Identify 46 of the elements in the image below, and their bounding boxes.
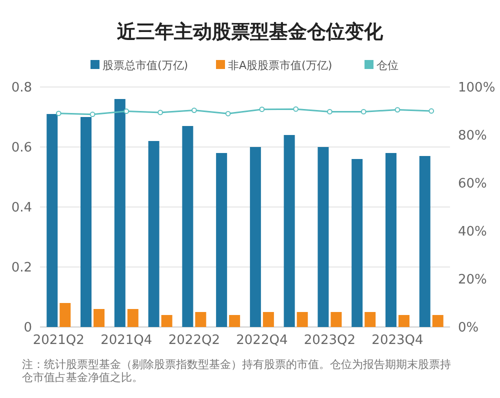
- bar: [284, 135, 295, 327]
- y2-tick-label: 100%: [458, 80, 496, 96]
- bar: [364, 312, 376, 327]
- bar: [60, 303, 71, 327]
- chart-title: 近三年主动股票型基金仓位变化: [116, 21, 384, 43]
- bar: [318, 147, 329, 327]
- bar: [80, 117, 92, 327]
- legend-label: 股票总市值(万亿): [102, 59, 188, 72]
- x-tick-label: 2023Q2: [304, 333, 356, 348]
- y-tick-label: 0.8: [11, 80, 32, 96]
- x-tick-label: 2023Q4: [372, 333, 424, 348]
- bar: [127, 309, 138, 327]
- bar: [352, 159, 363, 327]
- bar: [195, 312, 206, 327]
- y2-tick-label: 0%: [458, 320, 479, 336]
- legend-label: 仓位: [376, 59, 398, 72]
- x-tick-label: 2022Q4: [236, 333, 288, 348]
- bar: [398, 315, 410, 327]
- bar: [148, 141, 160, 327]
- bar: [432, 315, 444, 327]
- x-tick-label: 2021Q2: [32, 333, 84, 348]
- y-tick-label: 0.4: [11, 200, 32, 216]
- x-tick-label: 2021Q4: [100, 333, 152, 348]
- bar: [296, 312, 308, 327]
- y-tick-label: 0: [24, 320, 32, 336]
- y-tick-label: 0.2: [11, 260, 32, 276]
- y2-tick-label: 60%: [458, 176, 487, 192]
- bar: [419, 156, 430, 327]
- bar: [161, 315, 172, 327]
- bar: [182, 126, 194, 327]
- y2-tick-label: 80%: [458, 128, 487, 144]
- bar: [46, 114, 58, 327]
- bar: [114, 99, 126, 327]
- x-tick-label: 2022Q2: [168, 333, 220, 348]
- bar: [330, 312, 342, 327]
- bar: [94, 309, 105, 327]
- y-tick-label: 0.6: [11, 140, 32, 156]
- bar: [216, 153, 228, 327]
- legend-label: 非A股股票市值(万亿): [228, 59, 332, 72]
- text: 注：统计股票型基金（剔除股票指数型基金）持有股票的市值。仓位为报告期期末股票持仓市值占基金净值之比。: [22, 358, 451, 384]
- bar: [229, 315, 240, 327]
- bar: [385, 153, 396, 327]
- bar: [262, 312, 274, 327]
- y2-tick-label: 40%: [458, 224, 487, 240]
- y2-tick-label: 20%: [458, 272, 487, 288]
- bar: [250, 147, 261, 327]
